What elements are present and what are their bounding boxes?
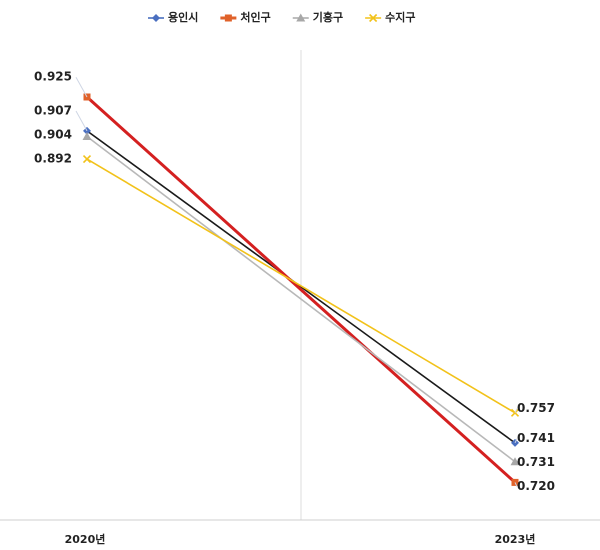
- marker: [296, 13, 306, 22]
- data-label: 0.892: [34, 152, 72, 166]
- series-line: [86, 130, 516, 444]
- data-label: 0.720: [517, 479, 555, 493]
- legend-label: 용인시: [168, 10, 198, 24]
- data-label: 0.757: [517, 401, 555, 415]
- series-line: [86, 135, 516, 463]
- x-tick-label: 2020년: [65, 532, 106, 546]
- marker: [224, 14, 232, 22]
- leader-line: [75, 110, 88, 132]
- data-label: 0.741: [517, 431, 555, 445]
- legend-label: 처인구: [240, 10, 270, 24]
- leader-line: [514, 438, 518, 444]
- data-label: 0.904: [34, 128, 72, 142]
- series-line: [86, 158, 516, 414]
- legend-label: 기흥구: [313, 10, 343, 24]
- marker: [152, 14, 160, 22]
- legend-label: 수지구: [385, 10, 415, 24]
- data-label: 0.907: [34, 104, 72, 118]
- leader-line: [75, 76, 88, 98]
- marker: [369, 13, 378, 23]
- marker: [82, 131, 92, 140]
- leader-line: [514, 408, 518, 414]
- leader-line: [514, 482, 518, 487]
- x-tick-label: 2023년: [495, 532, 536, 546]
- marker: [510, 457, 520, 466]
- marker: [82, 154, 92, 164]
- series-line: [85, 95, 517, 484]
- data-label: 0.925: [34, 70, 72, 84]
- data-label: 0.731: [517, 455, 555, 469]
